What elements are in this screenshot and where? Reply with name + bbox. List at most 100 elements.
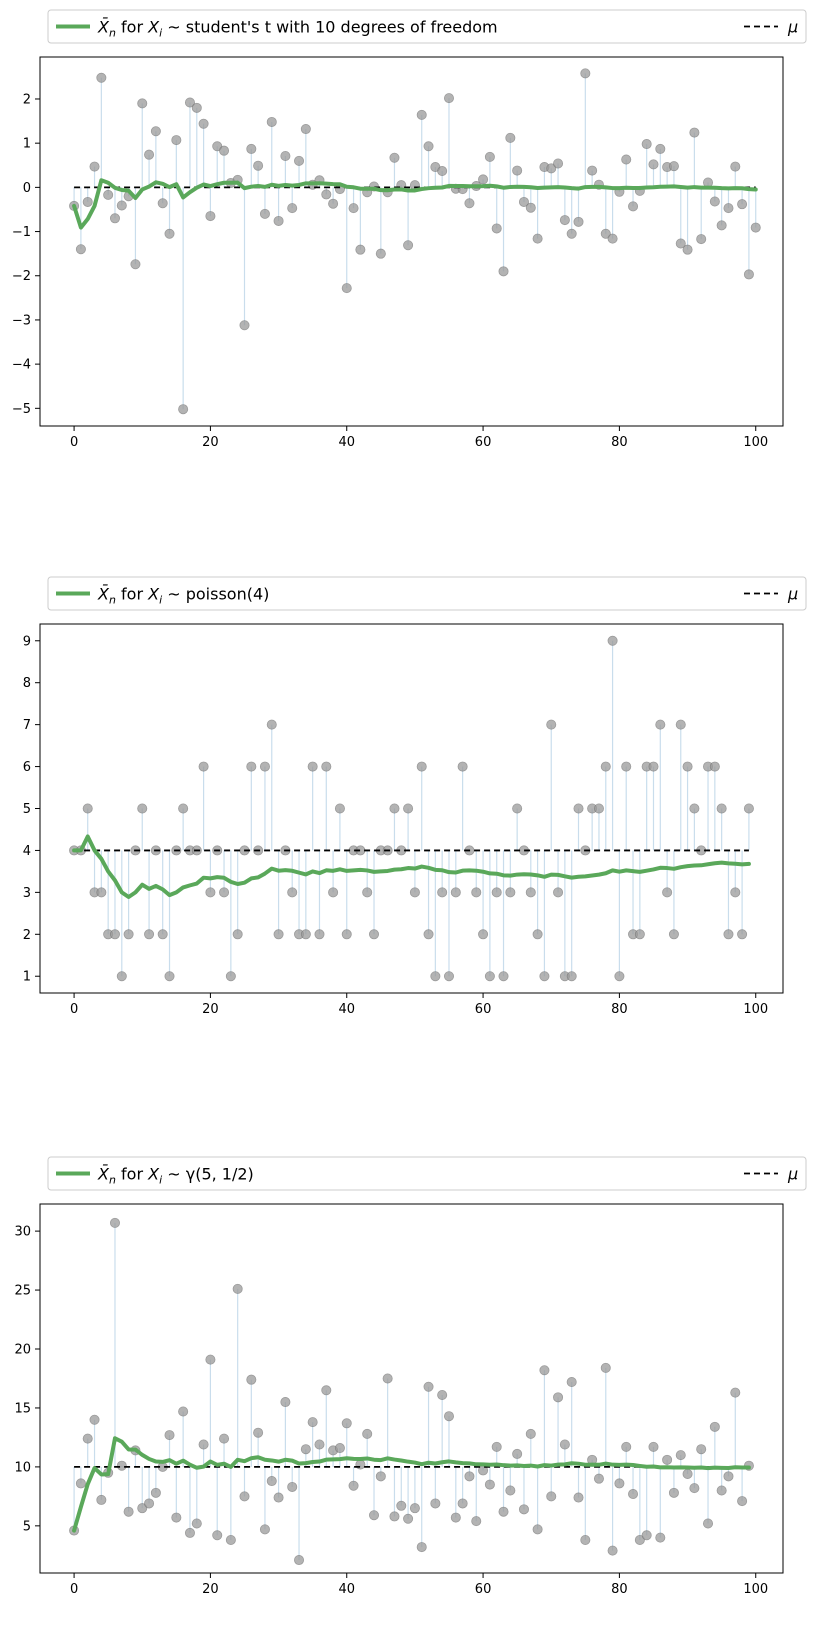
observation-point — [505, 132, 516, 143]
observation-point — [709, 1421, 720, 1432]
y-tick-label: 5 — [23, 1519, 31, 1534]
observation-point — [430, 1498, 441, 1509]
observation-point — [89, 161, 100, 172]
chart-panel-2: X̄n for Xi ~ poisson(4) μ 0 20 40 60 80 100 1 2 3 4… — [23, 576, 807, 1017]
y-tick-label: 10 — [14, 1460, 31, 1475]
observation-point — [253, 1427, 264, 1438]
observation-point — [668, 161, 679, 172]
observation-point — [239, 1491, 250, 1502]
observation-point — [662, 887, 673, 898]
observation-point — [443, 93, 454, 104]
observation-point — [157, 929, 168, 940]
observation-point — [137, 1503, 148, 1514]
observation-point — [75, 1478, 86, 1489]
observation-point — [280, 1397, 291, 1408]
y-tick-label: −1 — [12, 225, 31, 240]
y-tick-label: 9 — [23, 634, 31, 649]
observation-point — [171, 135, 182, 146]
observation-point — [498, 971, 509, 982]
observation-point — [607, 1545, 618, 1556]
observation-point — [505, 1485, 516, 1496]
observation-point — [689, 803, 700, 814]
observation-point — [212, 1530, 223, 1541]
observation-point — [703, 1518, 714, 1529]
observation-point — [566, 1377, 577, 1388]
observation-point — [150, 1487, 161, 1498]
observation-point — [532, 929, 543, 940]
legend-box — [47, 9, 807, 44]
observation-point — [409, 887, 420, 898]
observation-point — [689, 127, 700, 138]
observation-point — [403, 803, 414, 814]
legend-series-label: X̄n for Xi ~ student's t with 10 degrees… — [97, 18, 498, 40]
observation-point — [518, 196, 529, 207]
observation-point — [655, 143, 666, 154]
observation-point — [709, 761, 720, 772]
observation-point — [655, 1532, 666, 1543]
legend-box — [47, 576, 807, 611]
observation-point — [334, 1443, 345, 1454]
observation-point — [225, 1534, 236, 1545]
observation-point — [559, 1439, 570, 1450]
observation-point — [280, 150, 291, 161]
observation-point — [539, 1365, 550, 1376]
observation-point — [109, 929, 120, 940]
observation-point — [219, 1433, 230, 1444]
observation-point — [641, 1530, 652, 1541]
legend-box — [47, 1156, 807, 1191]
observation-point — [471, 1516, 482, 1527]
observation-point — [682, 761, 693, 772]
observation-point — [355, 244, 366, 255]
observation-point — [689, 1483, 700, 1494]
observation-point — [668, 1487, 679, 1498]
observation-point — [682, 244, 693, 255]
observation-point — [403, 1513, 414, 1524]
x-tick-label: 80 — [611, 1582, 628, 1597]
observation-point — [737, 199, 748, 210]
y-tick-label: 3 — [23, 886, 31, 901]
observation-point — [232, 929, 243, 940]
observation-point — [171, 1512, 182, 1523]
observation-point — [600, 761, 611, 772]
observation-point — [205, 211, 216, 222]
observation-point — [409, 1503, 420, 1514]
observation-point — [525, 887, 536, 898]
observation-point — [532, 1524, 543, 1535]
observation-point — [416, 761, 427, 772]
observation-point — [443, 971, 454, 982]
x-tick-label: 20 — [202, 1582, 219, 1597]
x-tick-label: 40 — [338, 1582, 355, 1597]
observation-point — [178, 1406, 189, 1417]
observation-point — [137, 98, 148, 109]
x-tick-label: 20 — [202, 1002, 219, 1017]
x-tick-label: 20 — [202, 435, 219, 450]
observation-point — [75, 244, 86, 255]
plot-area — [69, 1217, 754, 1566]
observation-point — [396, 1500, 407, 1511]
observation-point — [478, 929, 489, 940]
observation-point — [96, 887, 107, 898]
observation-point — [580, 68, 591, 79]
observation-point — [178, 404, 189, 415]
observation-point — [375, 248, 386, 259]
observation-point — [437, 1389, 448, 1400]
x-tick-label: 0 — [70, 1582, 78, 1597]
observation-point — [130, 259, 141, 270]
observation-point — [437, 887, 448, 898]
observation-point — [614, 971, 625, 982]
observation-point — [150, 126, 161, 137]
observation-point — [607, 635, 618, 646]
observation-point — [82, 196, 93, 207]
observation-point — [600, 228, 611, 239]
observation-point — [587, 165, 598, 176]
observation-point — [348, 203, 359, 214]
observation-point — [164, 1430, 175, 1441]
observation-point — [464, 1471, 475, 1482]
observation-point — [198, 1439, 209, 1450]
observation-point — [403, 240, 414, 251]
observation-point — [89, 1414, 100, 1425]
observation-point — [116, 971, 127, 982]
observation-point — [621, 1441, 632, 1452]
y-tick-label: 2 — [23, 928, 31, 943]
legend-series-label: X̄n for Xi ~ poisson(4) — [97, 585, 269, 607]
